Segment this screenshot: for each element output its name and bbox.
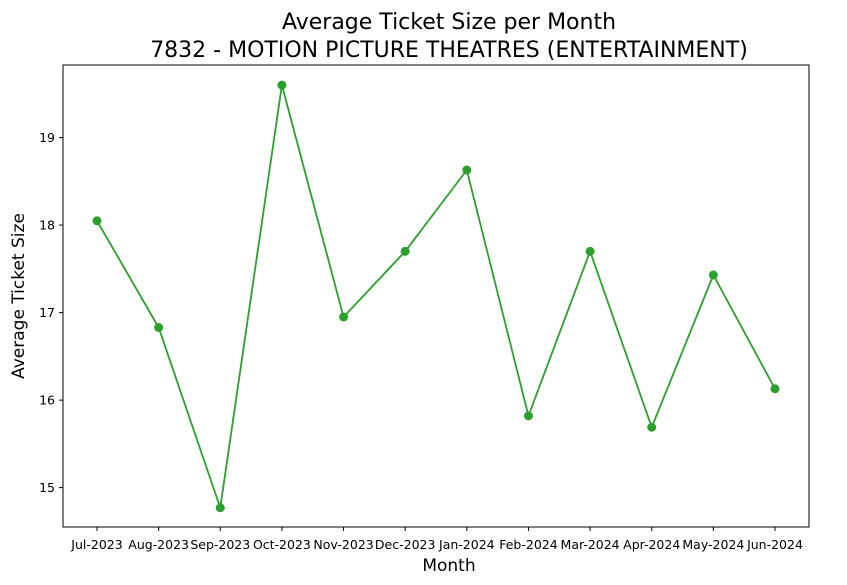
y-tick-label: 17 [39,305,55,320]
data-point [708,270,718,280]
y-tick-label: 19 [39,130,55,145]
x-tick-label: Sep-2023 [190,537,250,552]
chart-subtitle: 7832 - MOTION PICTURE THEATRES (ENTERTAI… [150,38,748,63]
data-point [647,422,657,432]
data-point [154,323,164,332]
y-tick-label: 15 [39,480,55,495]
x-tick-label: Dec-2023 [375,537,436,552]
data-point [277,80,287,90]
data-point [215,503,225,513]
x-tick-label: Jan-2024 [438,537,495,552]
x-axis-label: Month [422,556,475,576]
data-point [339,312,349,322]
data-point [462,165,472,175]
data-point [523,411,533,421]
x-tick-label: Jun-2024 [746,537,803,552]
plot-area: 15 16 17 18 19 Jul-2023 Aug-2023 Sep-2023 Oct-20… [39,64,810,552]
x-tick-label: Feb-2024 [499,537,558,552]
x-tick-label: Aug-2023 [128,537,189,552]
data-point [585,246,595,256]
x-tick-label: Jul-2023 [70,537,122,552]
x-tick-label: May-2024 [682,537,744,552]
y-tick-label: 18 [39,218,55,233]
data-point [92,216,102,226]
y-axis-label: Average Ticket Size [9,213,29,379]
chart-title: Average Ticket Size per Month [282,10,616,35]
y-tick-label: 16 [39,393,55,408]
x-tick-label: Oct-2023 [253,537,311,552]
data-point [770,384,780,394]
series-line [96,84,776,509]
plot-frame [62,64,810,528]
x-tick-label: Mar-2024 [561,537,620,552]
data-point [400,246,410,256]
x-tick-label: Apr-2024 [623,537,680,552]
x-tick-label: Nov-2023 [313,537,373,552]
